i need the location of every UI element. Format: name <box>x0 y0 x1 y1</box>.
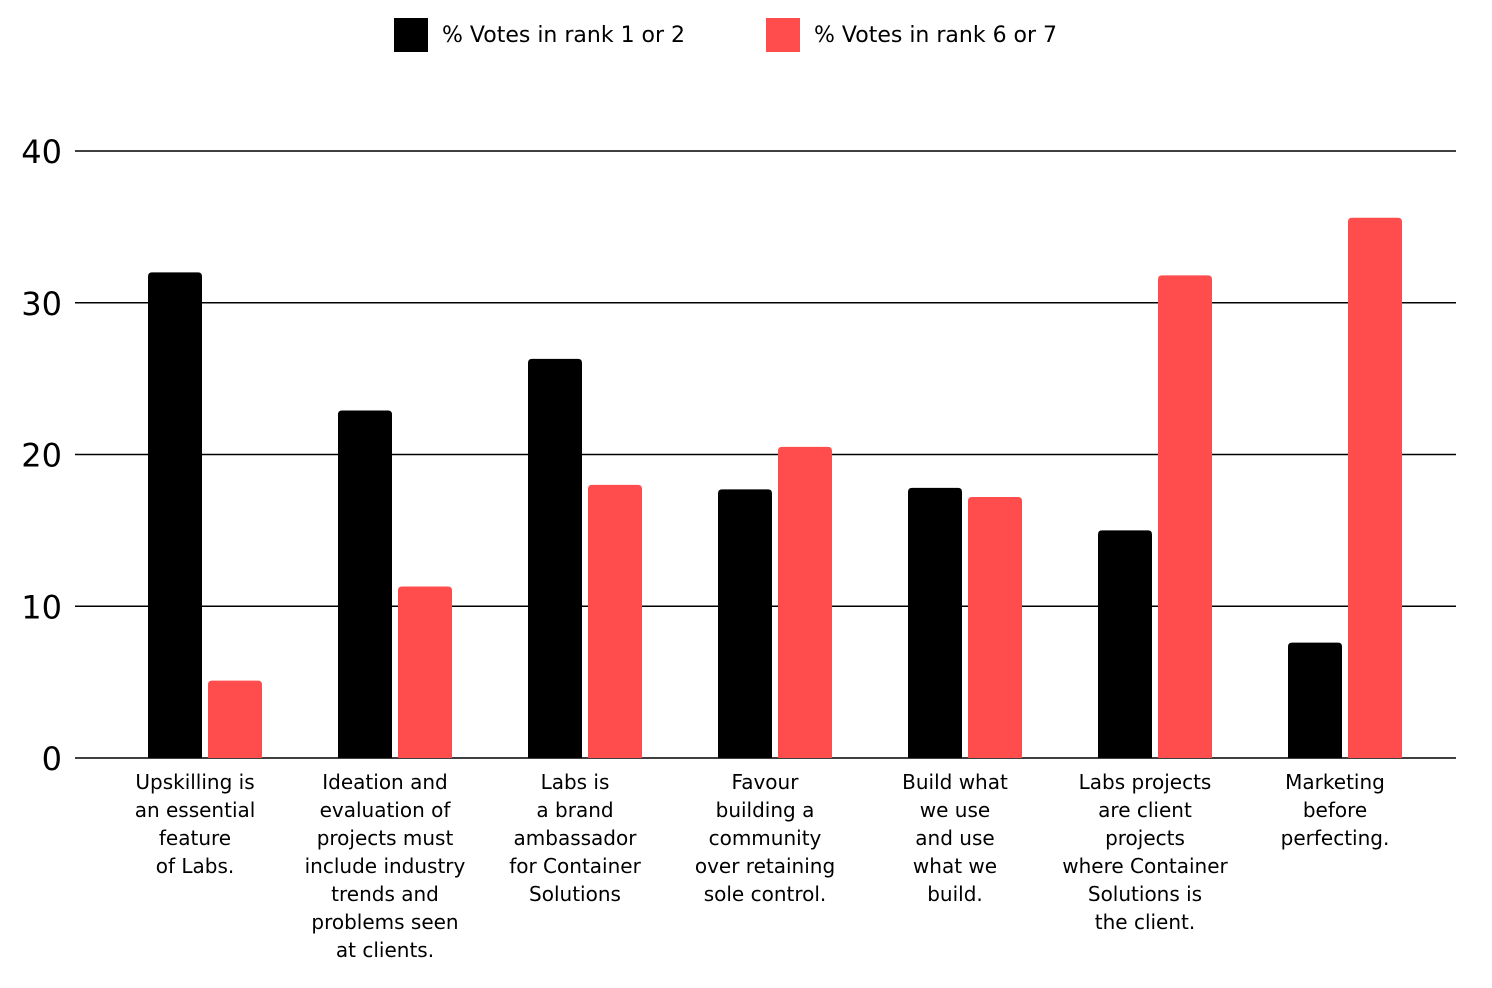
bar-series-2-6 <box>1348 217 1402 758</box>
x-category-label: Build what we use and use what we build. <box>902 770 1008 906</box>
legend-swatch-series-1 <box>394 18 428 52</box>
bar-series-2-0 <box>208 680 262 758</box>
y-tick-label: 0 <box>42 740 62 778</box>
bar-series-2-2 <box>588 484 642 758</box>
legend-label-series-2: % Votes in rank 6 or 7 <box>814 22 1058 48</box>
chart-legend: % Votes in rank 1 or 2 % Votes in rank 6… <box>0 18 1492 58</box>
x-category-label: Labs projects are client projects where … <box>1062 770 1228 934</box>
legend-swatch-series-2 <box>766 18 800 52</box>
bar-series-2-1 <box>398 586 452 758</box>
y-tick-label: 10 <box>21 588 62 626</box>
x-category-label: Labs is a brand ambassador for Container… <box>509 770 641 906</box>
bar-series-1-1 <box>338 410 392 758</box>
bar-series-2-3 <box>778 446 832 758</box>
bar-series-1-6 <box>1288 642 1342 758</box>
bar-series-1-2 <box>528 358 582 758</box>
legend-item-series-1: % Votes in rank 1 or 2 <box>394 18 685 52</box>
bar-series-2-5 <box>1158 275 1212 758</box>
bar-series-1-0 <box>148 272 202 758</box>
y-tick-label: 30 <box>21 285 62 323</box>
x-category-label: Upskilling is an essential feature of La… <box>134 770 256 878</box>
x-category-label: Marketing before perfecting. <box>1280 770 1390 850</box>
legend-label-series-1: % Votes in rank 1 or 2 <box>442 22 686 48</box>
y-tick-label: 20 <box>21 437 62 475</box>
bar-series-1-5 <box>1098 530 1152 758</box>
legend-item-series-2: % Votes in rank 6 or 7 <box>766 18 1057 52</box>
bar-series-1-3 <box>718 489 772 758</box>
y-tick-label: 40 <box>21 133 62 171</box>
bar-series-2-4 <box>968 496 1022 758</box>
x-category-label: Ideation and evaluation of projects must… <box>304 770 466 962</box>
bar-series-1-4 <box>908 487 962 758</box>
x-category-label: Favour building a community over retaini… <box>694 770 836 906</box>
